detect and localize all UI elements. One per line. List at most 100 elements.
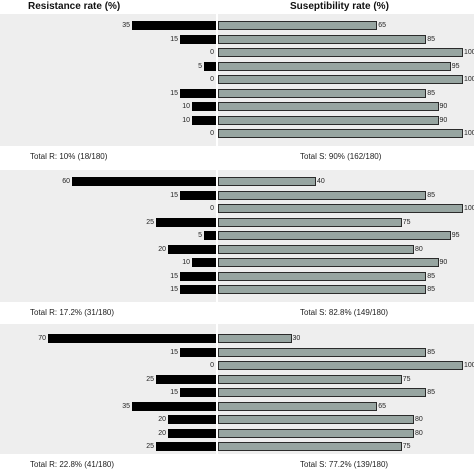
susceptibility-bar (218, 258, 439, 267)
total-resistance: Total R: 17.2% (31/180) (30, 308, 115, 317)
resistance-value-label: 0 (210, 362, 214, 369)
susceptibility-bar (218, 190, 427, 200)
susceptibility-value-label: 85 (427, 348, 436, 356)
resistance-bar (204, 61, 216, 71)
resistance-bar (192, 258, 216, 267)
susceptibility-bar (218, 285, 427, 294)
panel-divider (216, 14, 218, 146)
resistance-bar (132, 21, 216, 30)
resistance-bar (180, 34, 216, 44)
resistance-value-label: 60 (62, 178, 70, 185)
resistance-value-label: 0 (210, 205, 214, 212)
resistance-value-label: 35 (122, 402, 130, 410)
susceptibility-value-label: 100 (464, 362, 474, 369)
susceptibility-value-label: 75 (402, 443, 411, 450)
resistance-bar (180, 347, 216, 357)
susceptibility-bar (218, 428, 414, 438)
resistance-bar (168, 244, 216, 254)
susceptibility-bar (218, 347, 427, 357)
susceptibility-value-label: 85 (427, 389, 436, 396)
susceptibility-value-label: 90 (439, 116, 448, 124)
resistance-bar (156, 217, 216, 227)
resistance-value-label: 15 (170, 286, 178, 293)
susceptibility-bar (218, 374, 402, 384)
resistance-value-label: 5 (198, 232, 202, 239)
susceptibility-bar (218, 271, 427, 281)
total-susceptibility: Total S: 90% (162/180) (300, 152, 382, 161)
susceptibility-bar (218, 415, 414, 424)
susceptibility-value-label: 75 (402, 218, 411, 226)
susceptibility-value-label: 95 (451, 62, 460, 70)
resistance-bar (168, 415, 216, 424)
susceptibility-value-label: 40 (317, 178, 325, 185)
susceptibility-value-label: 95 (451, 232, 460, 239)
resistance-value-label: 70 (38, 335, 46, 342)
susceptibility-bar (218, 61, 451, 71)
total-susceptibility: Total S: 77.2% (139/180) (300, 460, 389, 469)
susceptibility-bar (218, 129, 463, 138)
resistance-header: Resistance rate (%) (28, 1, 121, 12)
susceptibility-bar (218, 102, 439, 111)
resistance-bar (168, 428, 216, 438)
resistance-value-label: 5 (198, 62, 202, 70)
resistance-value-label: 20 (158, 245, 166, 253)
resistance-value-label: 0 (210, 76, 214, 83)
resistance-bar (180, 190, 216, 200)
susceptibility-bar (218, 204, 463, 213)
panel-divider (216, 324, 218, 454)
susceptibility-bar (218, 177, 316, 186)
susceptibility-value-label: 90 (439, 103, 448, 110)
susceptibility-value-label: 30 (292, 335, 301, 342)
susceptibility-value-label: 80 (415, 429, 423, 437)
susceptibility-bar (218, 217, 402, 227)
resistance-value-label: 15 (170, 35, 178, 43)
susceptibility-value-label: 100 (464, 130, 474, 137)
resistance-value-label: 15 (170, 272, 178, 280)
resistance-value-label: 0 (210, 130, 214, 137)
resistance-value-label: 20 (158, 416, 166, 423)
susceptibility-value-label: 65 (378, 22, 387, 29)
panel-divider (216, 170, 218, 302)
resistance-value-label: 25 (146, 375, 154, 383)
resistance-value-label: 10 (182, 116, 190, 124)
susceptibility-value-label: 100 (464, 205, 474, 212)
susceptibility-value-label: 85 (427, 272, 436, 280)
susceptibility-bar (218, 388, 427, 397)
susceptibility-value-label: 100 (464, 49, 474, 56)
susceptibility-value-label: 90 (439, 259, 448, 266)
susceptibility-value-label: 80 (415, 245, 423, 253)
resistance-value-label: 0 (210, 49, 214, 56)
susceptibility-bar (218, 34, 427, 44)
total-resistance: Total R: 10% (18/180) (30, 152, 108, 161)
resistance-value-label: 15 (170, 89, 178, 97)
resistance-bar (156, 374, 216, 384)
susceptibility-bar (218, 361, 463, 370)
susceptibility-bar (218, 21, 378, 30)
susceptibility-value-label: 75 (402, 375, 411, 383)
susceptibility-bar (218, 442, 402, 451)
resistance-value-label: 20 (158, 429, 166, 437)
total-susceptibility: Total S: 82.8% (149/180) (300, 308, 389, 317)
resistance-bar (180, 388, 216, 397)
resistance-bar (192, 102, 216, 111)
susceptibility-value-label: 85 (427, 89, 436, 97)
susceptibility-bar (218, 75, 463, 84)
susceptibility-value-label: 80 (415, 416, 423, 423)
resistance-bar (192, 115, 216, 125)
resistance-bar (72, 177, 216, 186)
resistance-bar (132, 401, 216, 411)
resistance-value-label: 25 (146, 218, 154, 226)
susceptibility-bar (218, 244, 414, 254)
resistance-value-label: 35 (122, 22, 130, 29)
susceptibility-bar (218, 115, 439, 125)
resistance-value-label: 15 (170, 389, 178, 396)
resistance-value-label: 10 (182, 259, 190, 266)
resistance-bar (156, 442, 216, 451)
resistance-bar (180, 285, 216, 294)
susceptibility-bar (218, 401, 378, 411)
resistance-value-label: 25 (146, 443, 154, 450)
total-resistance: Total R: 22.8% (41/180) (30, 460, 115, 469)
susceptibility-value-label: 100 (464, 76, 474, 83)
susceptibility-bar (218, 334, 292, 343)
susceptibility-bar (218, 48, 463, 57)
